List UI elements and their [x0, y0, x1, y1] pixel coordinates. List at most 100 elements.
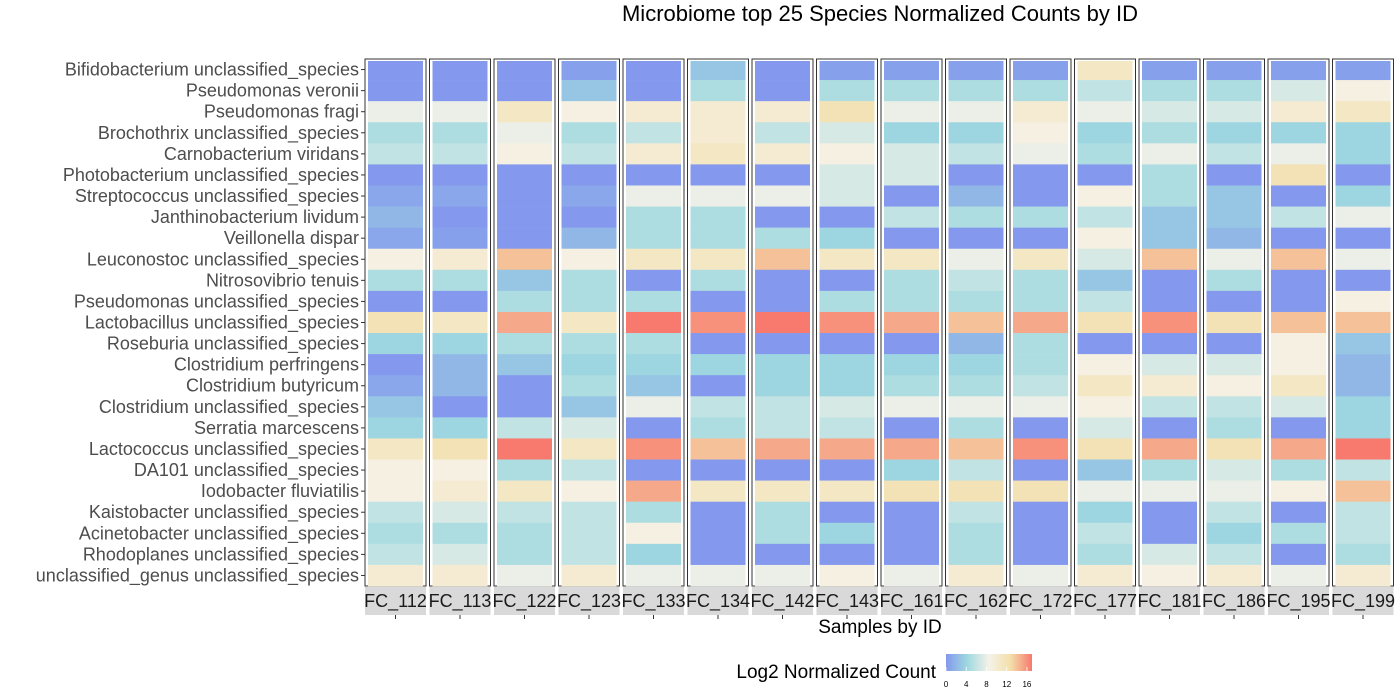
heatmap-cell	[1077, 480, 1133, 502]
heatmap-cell	[432, 101, 488, 123]
sample-strip: FC_177	[1073, 587, 1137, 619]
heatmap-cell	[1271, 438, 1326, 460]
heatmap-cell	[368, 396, 423, 418]
heatmap-cell	[755, 333, 810, 355]
heatmap-cell	[1271, 543, 1326, 566]
heatmap-cell	[1013, 564, 1068, 587]
heatmap-cell	[755, 459, 810, 481]
tick-label-species: Rhodoplanes unclassified_species	[83, 544, 359, 565]
heatmap-cell	[368, 101, 423, 123]
heatmap-cell	[884, 290, 939, 313]
heatmap-cell	[1142, 185, 1197, 207]
sample-strip: FC_195	[1266, 587, 1331, 619]
heatmap-cell	[690, 248, 746, 271]
heatmap-cell	[432, 227, 488, 250]
heatmap-cell	[755, 164, 810, 186]
heatmap-cell	[497, 333, 552, 355]
heatmap-cell	[1271, 396, 1326, 418]
legend-title: Log2 Normalized Count	[736, 662, 936, 683]
heatmap-cell	[1077, 185, 1133, 207]
heatmap-cell	[1206, 459, 1262, 481]
heatmap-cell	[1271, 290, 1326, 313]
heatmap-cell	[1206, 417, 1262, 439]
heatmap-cell	[690, 311, 746, 334]
heatmap-cell	[1271, 480, 1326, 502]
heatmap-cell	[1013, 101, 1068, 123]
heatmap-cell	[819, 122, 875, 144]
heatmap-cell	[561, 480, 617, 502]
heatmap-cell	[1077, 311, 1133, 334]
heatmap-cell	[1271, 101, 1326, 123]
strip-background	[687, 587, 749, 615]
heatmap-cell	[755, 269, 810, 292]
x-axis-title: Samples by ID	[818, 617, 942, 638]
heatmap-cell	[561, 417, 617, 439]
heatmap-cell	[755, 543, 810, 566]
heatmap-cell	[948, 375, 1004, 397]
heatmap-cell	[948, 522, 1004, 545]
heatmap-cell	[690, 122, 746, 144]
heatmap-cell	[948, 164, 1004, 186]
strip-background	[1074, 587, 1136, 615]
tick-label-species: Serratia marcescens	[194, 418, 359, 438]
heatmap-cell	[1271, 122, 1326, 144]
heatmap-cell	[497, 522, 552, 545]
tick-label-species: Brochothrix unclassified_species	[98, 123, 359, 144]
sample-panel	[1074, 58, 1136, 587]
heatmap-cell	[755, 522, 810, 545]
heatmap-cell	[1271, 164, 1326, 186]
tick-label-species: Kaistobacter unclassified_species	[89, 502, 359, 523]
heatmap-cell	[497, 543, 552, 566]
heatmap-cell	[497, 311, 552, 334]
heatmap-cell	[368, 311, 423, 334]
heatmap-cell	[432, 396, 488, 418]
heatmap-cell	[626, 290, 681, 313]
heatmap-cell	[626, 248, 681, 271]
heatmap-cell	[884, 122, 939, 144]
heatmap-cell	[368, 564, 423, 587]
heatmap-cell	[1206, 480, 1262, 502]
heatmap-cell	[497, 459, 552, 481]
heatmap-cell	[1206, 501, 1262, 524]
heatmap-cell	[497, 122, 552, 144]
heatmap-cell	[884, 417, 939, 439]
heatmap-cell	[1335, 80, 1391, 102]
tick-label-sample: FC_122	[492, 591, 556, 612]
heatmap-cell	[1142, 248, 1197, 271]
heatmap-cell	[1271, 459, 1326, 481]
heatmap-cell	[626, 269, 681, 292]
heatmap-cell	[690, 438, 746, 460]
heatmap-cell	[626, 480, 681, 502]
sample-panel	[1138, 58, 1201, 587]
heatmap-cell	[1206, 61, 1262, 81]
heatmap-cell	[819, 480, 875, 502]
heatmap-cell	[1013, 438, 1068, 460]
heatmap-cell	[1335, 438, 1391, 460]
heatmap-cell	[1206, 206, 1262, 228]
heatmap-cell	[690, 206, 746, 228]
heatmap-cell	[755, 354, 810, 376]
heatmap-cell	[1335, 333, 1391, 355]
heatmap-cell	[432, 501, 488, 524]
heatmap-cell	[497, 480, 552, 502]
heatmap-cell	[1142, 522, 1197, 545]
heatmap-cell	[948, 80, 1004, 102]
tick-label-species: Lactobacillus unclassified_species	[85, 313, 359, 334]
heatmap-cell	[368, 501, 423, 524]
heatmap-cell	[1077, 417, 1133, 439]
heatmap-cell	[819, 375, 875, 397]
heatmap-cell	[497, 61, 552, 81]
heatmap-cell	[1077, 164, 1133, 186]
heatmap-cell	[1013, 122, 1068, 144]
heatmap-cell	[1013, 311, 1068, 334]
heatmap-cell	[1142, 354, 1197, 376]
heatmap-cell	[1271, 80, 1326, 102]
heatmap-cell	[884, 333, 939, 355]
heatmap-cell	[626, 564, 681, 587]
heatmap-cell	[884, 206, 939, 228]
heatmap-cell	[1206, 290, 1262, 313]
heatmap-cell	[626, 311, 681, 334]
heatmap-cell	[497, 185, 552, 207]
sample-strip: FC_161	[879, 587, 944, 619]
heatmap-cell	[626, 354, 681, 376]
